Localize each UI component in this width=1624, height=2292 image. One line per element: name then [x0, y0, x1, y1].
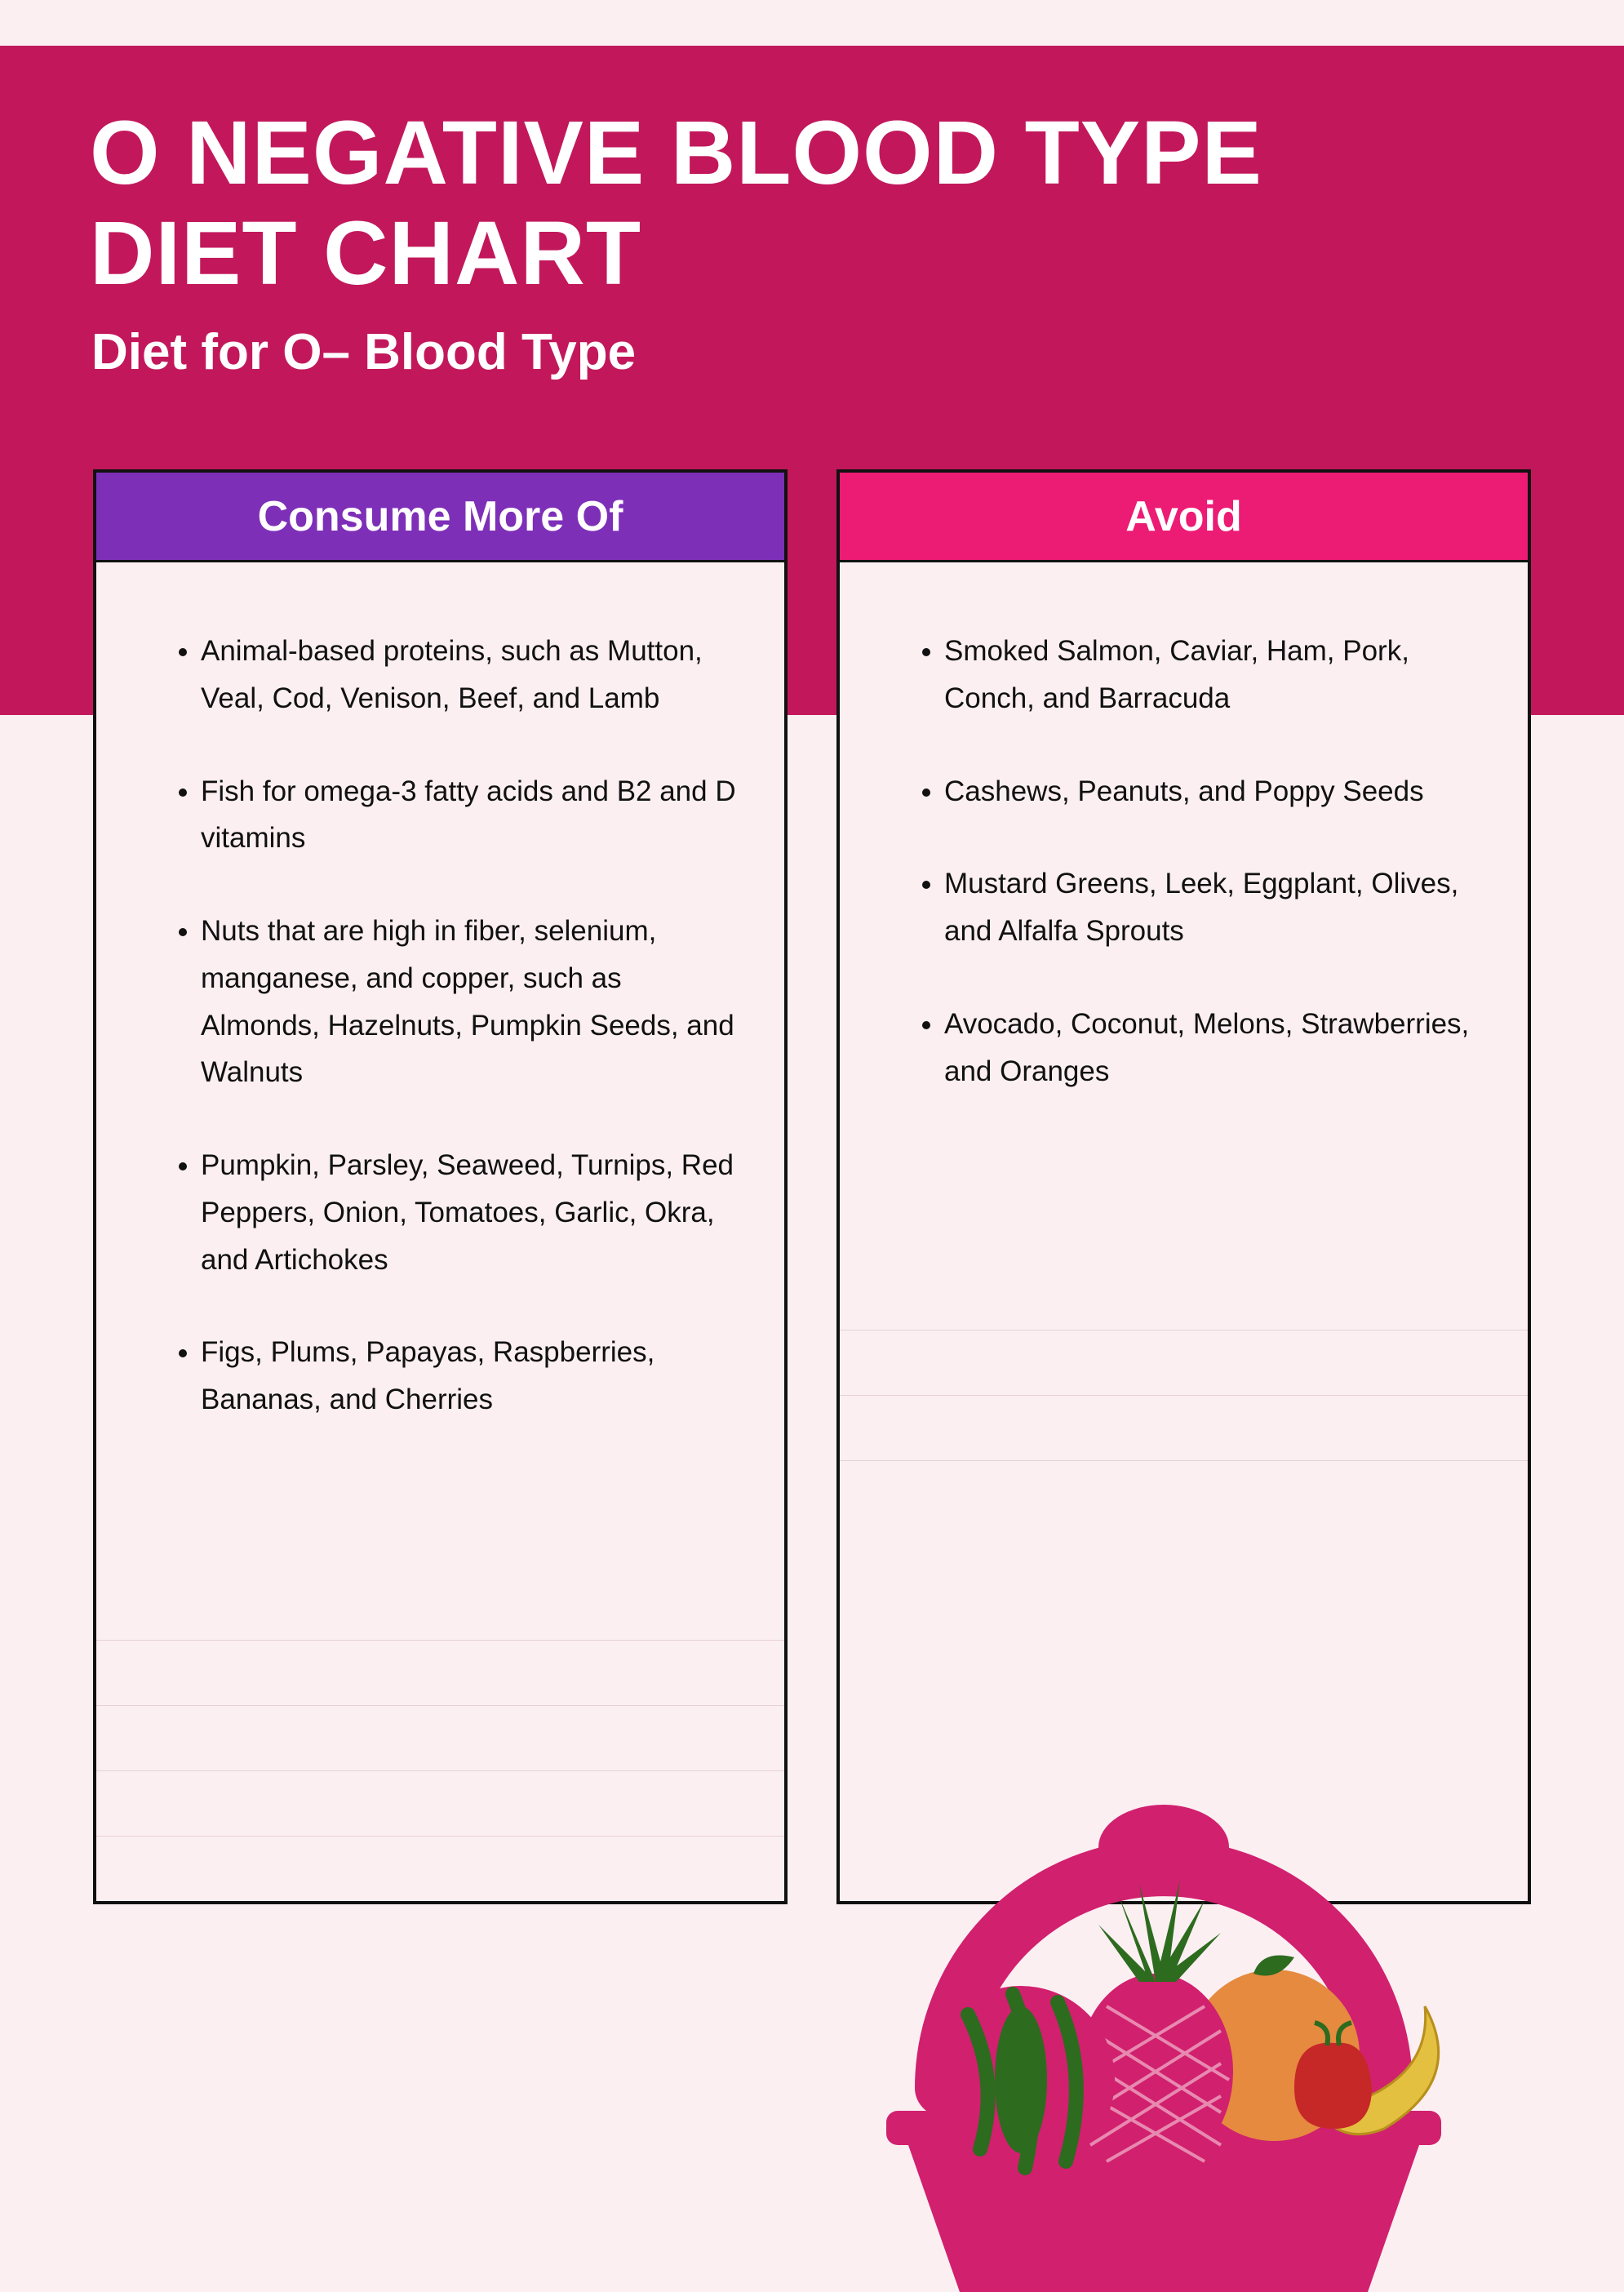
consume-card-body: Animal-based proteins, such as Mutton, V… [96, 562, 784, 1901]
page-subtitle: Diet for O– Blood Type [91, 323, 636, 381]
avoid-card-body: Smoked Salmon, Caviar, Ham, Pork, Conch,… [840, 562, 1528, 1526]
avoid-card-header: Avoid [840, 473, 1528, 562]
list-item: Cashews, Peanuts, and Poppy Seeds [944, 768, 1480, 815]
consume-list: Animal-based proteins, such as Mutton, V… [175, 628, 737, 1424]
fruit-basket-icon [796, 1704, 1531, 2292]
list-item: Figs, Plums, Papayas, Raspberries, Banan… [201, 1329, 737, 1424]
table-row [840, 1395, 1528, 1460]
avoid-card: Avoid Smoked Salmon, Caviar, Ham, Pork, … [836, 469, 1531, 1904]
list-item: Pumpkin, Parsley, Seaweed, Turnips, Red … [201, 1142, 737, 1283]
columns-container: Consume More Of Animal-based proteins, s… [93, 469, 1531, 1904]
consume-empty-rows [96, 1640, 784, 1901]
table-row [96, 1836, 784, 1901]
table-row [840, 1460, 1528, 1526]
consume-card-header: Consume More Of [96, 473, 784, 562]
list-item: Nuts that are high in fiber, selenium, m… [201, 908, 737, 1096]
list-item: Avocado, Coconut, Melons, Strawberries, … [944, 1001, 1480, 1095]
table-row [96, 1705, 784, 1770]
table-row [96, 1770, 784, 1836]
list-item: Smoked Salmon, Caviar, Ham, Pork, Conch,… [944, 628, 1480, 722]
list-item: Fish for omega-3 fatty acids and B2 and … [201, 768, 737, 863]
avoid-empty-rows [840, 1330, 1528, 1526]
list-item: Mustard Greens, Leek, Eggplant, Olives, … [944, 860, 1480, 955]
table-row [840, 1330, 1528, 1395]
table-row [96, 1640, 784, 1705]
avoid-list: Smoked Salmon, Caviar, Ham, Pork, Conch,… [918, 628, 1480, 1095]
list-item: Animal-based proteins, such as Mutton, V… [201, 628, 737, 722]
consume-card: Consume More Of Animal-based proteins, s… [93, 469, 788, 1904]
page-title: O NEGATIVE BLOOD TYPE DIET CHART [90, 103, 1461, 304]
